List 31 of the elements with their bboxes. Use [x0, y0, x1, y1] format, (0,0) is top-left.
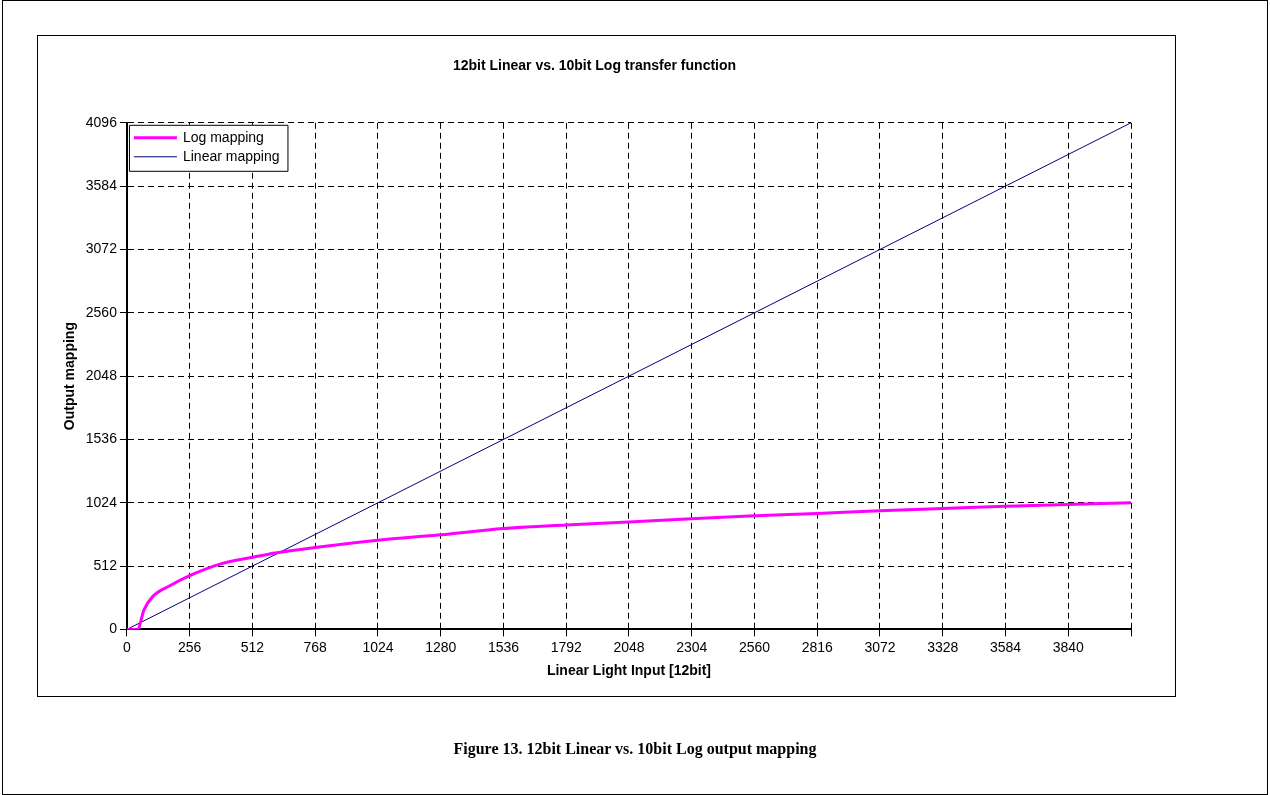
x-tick-label: 1536: [487, 638, 520, 655]
x-tick-label: 3072: [864, 638, 896, 655]
x-tick-label: 2304: [676, 638, 708, 655]
y-tick-label: 2048: [85, 366, 118, 383]
y-tick-label: 4096: [85, 113, 118, 130]
x-tick-label: 512: [240, 638, 265, 655]
x-tick-label: 2816: [801, 638, 834, 655]
caption: Figure 13. 12bit Linear vs. 10bit Log output mapping: [452, 740, 818, 758]
y-tick-label: 3584: [85, 176, 118, 193]
x-tick-label: 3584: [989, 638, 1022, 655]
x-tick-label: 3328: [927, 638, 959, 655]
x-tick-label: 1024: [362, 638, 394, 655]
y-tick-label: 3072: [85, 240, 118, 257]
legend-label: Linear mapping: [182, 147, 280, 164]
x-axis-title: Linear Light Input [12bit]: [546, 662, 712, 679]
x-tick-label: 1792: [550, 638, 582, 655]
y-tick-label: 0: [109, 620, 118, 637]
x-tick-label: 0: [123, 638, 132, 655]
x-tick-label: 768: [303, 638, 328, 655]
x-tick-label: 2560: [738, 638, 771, 655]
y-tick-label: 1536: [85, 430, 118, 447]
y-tick-label: 512: [93, 556, 118, 573]
chart-title: 12bit Linear vs. 10bit Log transfer function: [452, 57, 737, 74]
y-tick-label: 2560: [85, 303, 118, 320]
x-tick-label: 2048: [613, 638, 645, 655]
x-tick-label: 256: [178, 638, 202, 655]
y-tick-label: 1024: [85, 493, 118, 510]
x-tick-label: 3840: [1052, 638, 1085, 655]
x-tick-label: 1280: [425, 638, 457, 655]
legend-label: Log mapping: [182, 128, 264, 145]
y-axis-title: Output mapping: [61, 322, 78, 431]
